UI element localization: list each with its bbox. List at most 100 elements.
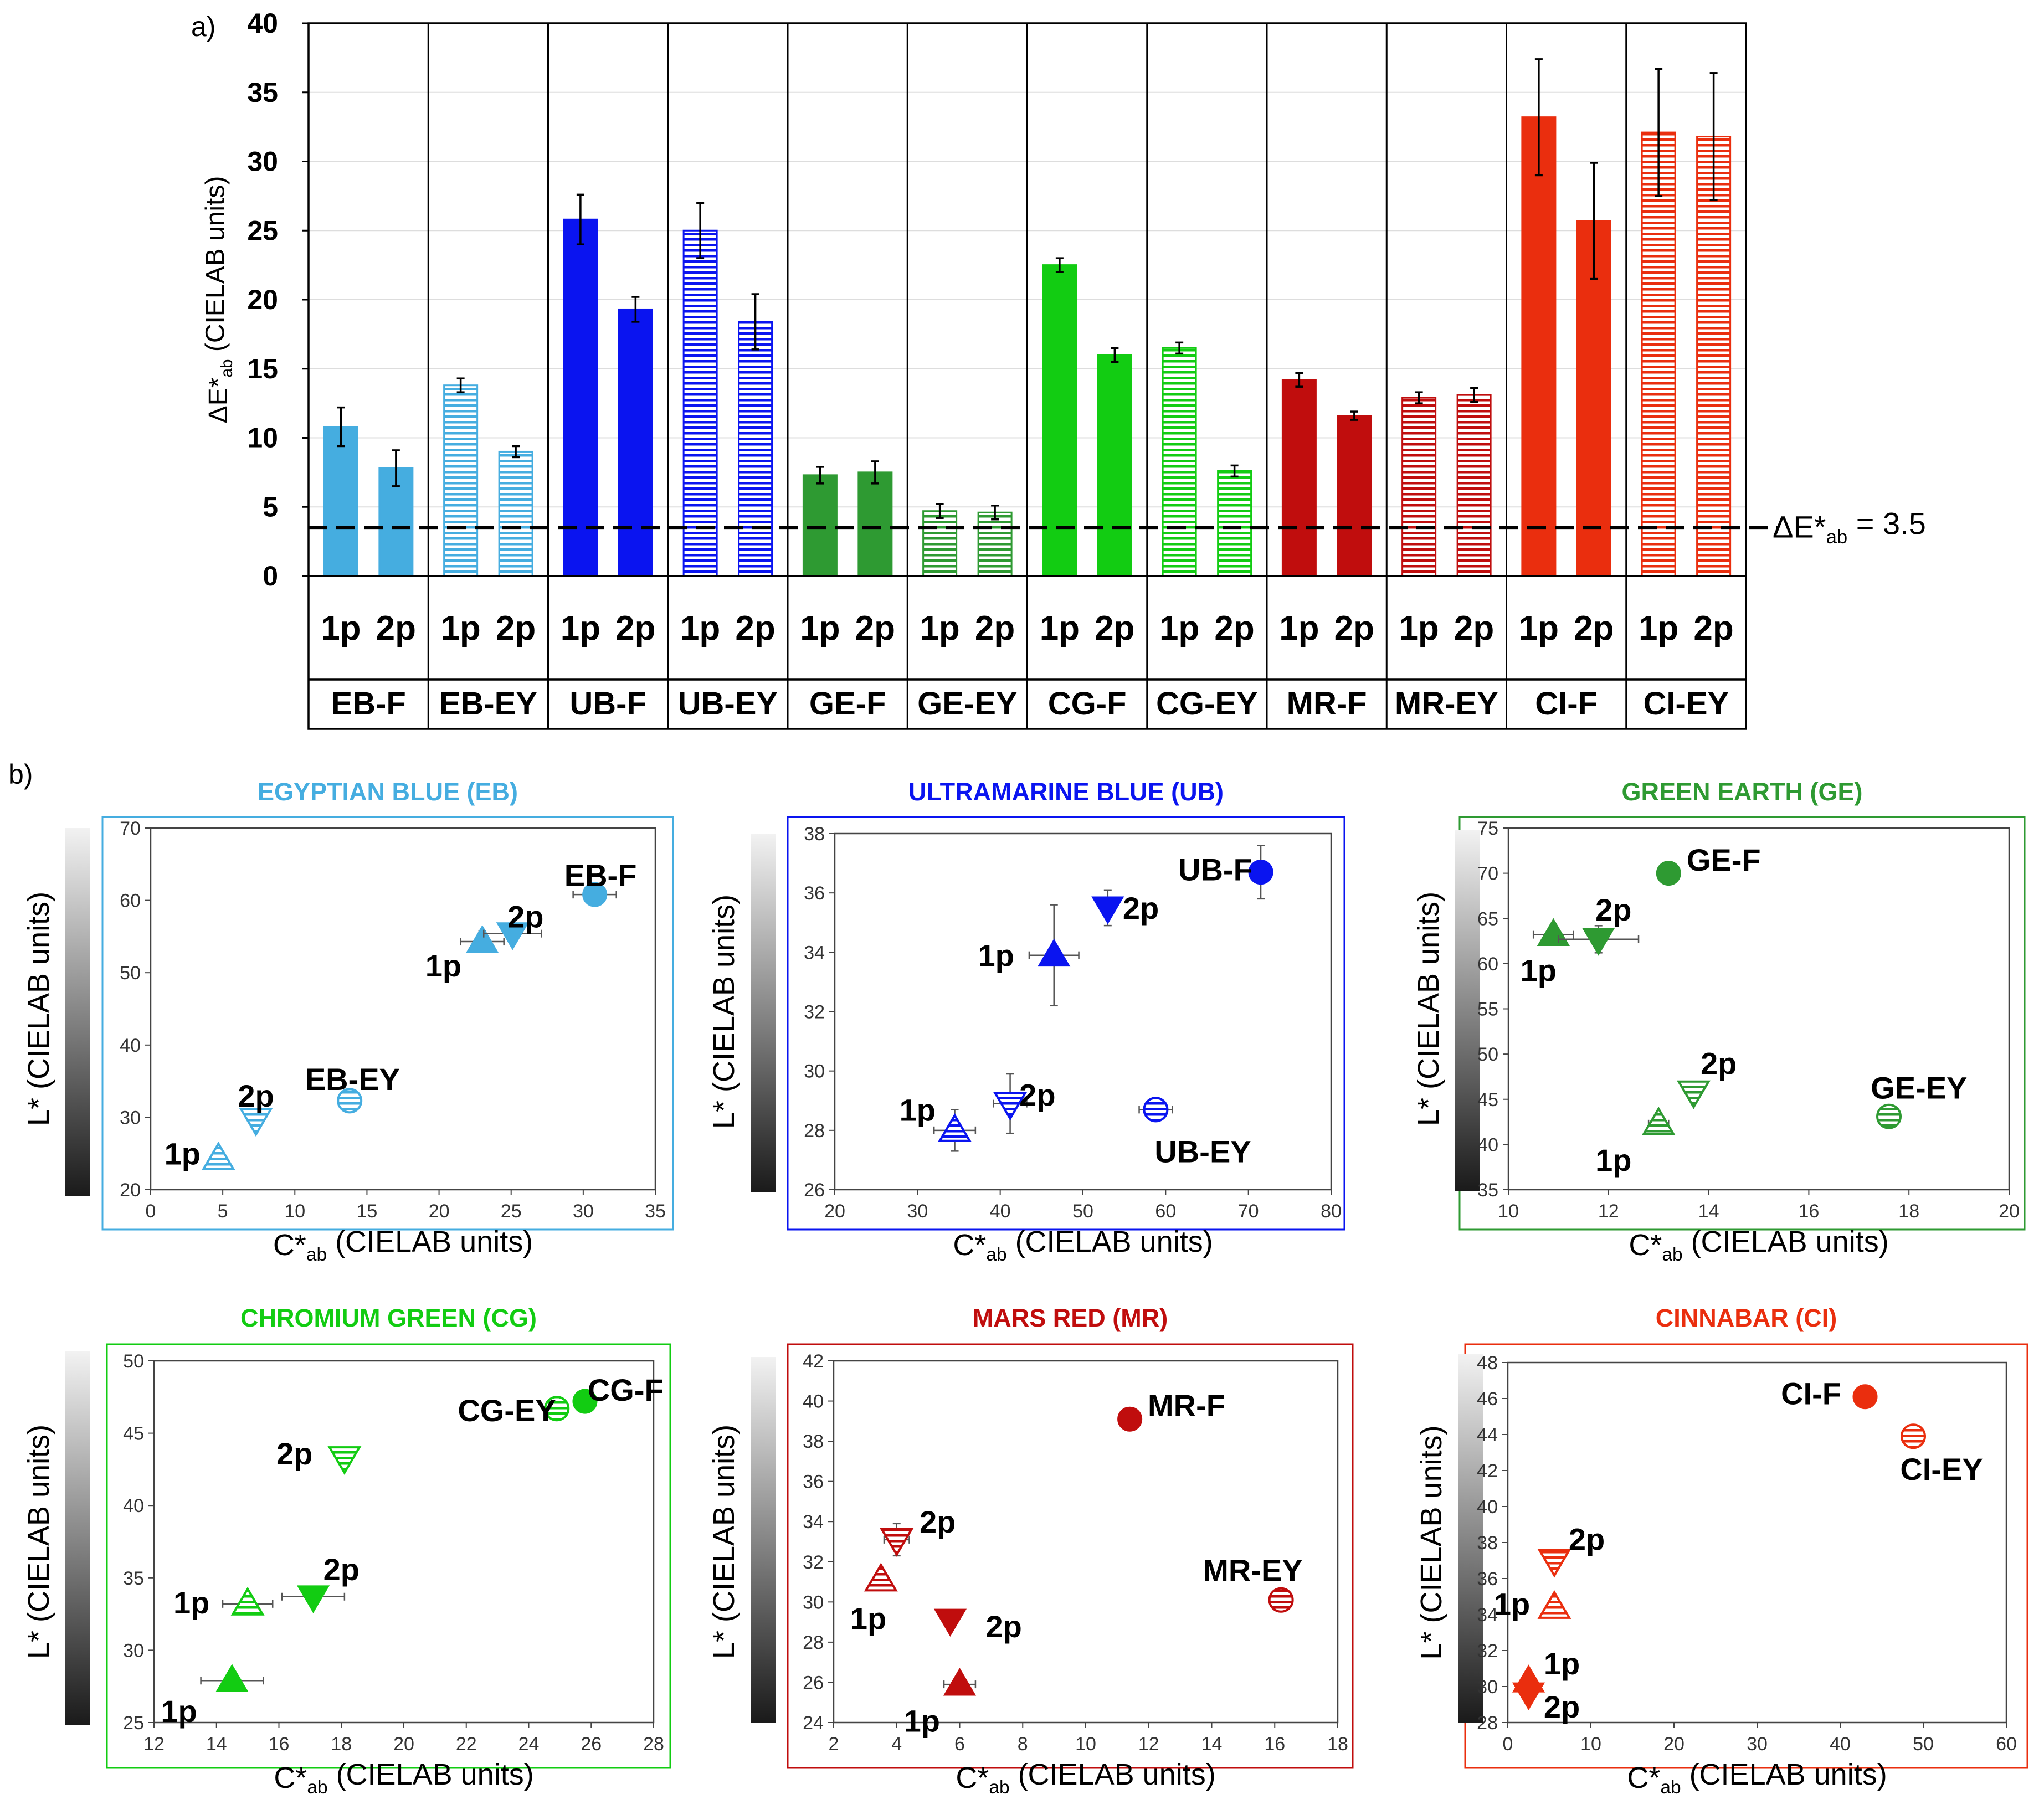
bar (1576, 220, 1611, 577)
x-axis-label: C*ab (CIELAB units) (274, 1758, 533, 1798)
panel-title: GREEN EARTH (GE) (1621, 778, 1862, 806)
y-tick-label: 34 (804, 942, 825, 963)
y-tick-label: 35 (1477, 1180, 1498, 1201)
scatter-point (1641, 1106, 1676, 1135)
y-tick-label: 32 (803, 1552, 824, 1573)
point-annotation: 1p (1494, 1587, 1530, 1622)
bar-label: 2p (615, 609, 655, 647)
scatter-point (1117, 1406, 1143, 1432)
x-tick-label: 18 (1898, 1201, 1919, 1222)
scatter-panel: CINNABAR (CI) 0 10 20 30 40 50 60 28 30 32 34 36 38 40… (1415, 1304, 2028, 1798)
scatter-point (1143, 1097, 1169, 1123)
x-axis-label: C*ab (CIELAB units) (273, 1225, 533, 1265)
scatter-point (1512, 1682, 1545, 1710)
point-annotation: UB-EY (1154, 1134, 1251, 1169)
y-tick-label: 28 (803, 1632, 824, 1653)
bar-label: 1p (920, 609, 959, 647)
bar-label: 2p (1095, 609, 1134, 647)
bar-label: 2p (855, 609, 895, 647)
group-label: GE-EY (917, 686, 1018, 722)
y-tick-label: 34 (803, 1511, 824, 1533)
lightness-gradient (65, 828, 90, 1196)
x-tick-label: 26 (581, 1734, 602, 1755)
y-tick-label: 50 (1477, 1044, 1498, 1065)
bar (1641, 131, 1676, 577)
scatter-panel: CHROMIUM GREEN (CG) 12 14 16 18 20 22 24 26 28 25 3… (22, 1304, 671, 1798)
x-tick-label: 0 (146, 1201, 156, 1222)
point-annotation: 1p (978, 938, 1014, 973)
scatter-panel: GREEN EARTH (GE) 10 12 14 16 18 20 35 40 45 50 55 60… (1412, 778, 2026, 1265)
x-tick-label: 8 (1018, 1734, 1028, 1755)
bar-label: 1p (561, 609, 600, 647)
group-label: CI-EY (1644, 686, 1729, 722)
panel-label-b: b) (8, 759, 33, 790)
point-annotation: CI-EY (1900, 1452, 1983, 1487)
y-tick-label: 75 (1477, 818, 1498, 839)
scatter-point (1876, 1103, 1902, 1129)
plot-area (833, 1360, 1339, 1724)
point-annotation: GE-EY (1871, 1071, 1967, 1106)
scatter-point (1268, 1587, 1294, 1613)
bar-label: 1p (440, 609, 480, 647)
x-tick-label: 10 (1580, 1734, 1601, 1755)
group-label: EB-F (331, 686, 405, 722)
bar (498, 450, 533, 577)
x-tick-label: 10 (1075, 1734, 1096, 1755)
y-tick-label: 46 (1477, 1389, 1498, 1410)
bar (1042, 264, 1077, 577)
point-annotation: 2p (1544, 1689, 1580, 1724)
y-tick-label: 36 (804, 883, 825, 904)
group-label: MR-EY (1395, 686, 1498, 722)
y-tick-label: 15 (247, 353, 278, 384)
scatter-point (993, 1092, 1028, 1121)
point-annotation: 1p (425, 948, 461, 983)
x-tick-label: 40 (990, 1201, 1011, 1222)
x-tick-label: 30 (1747, 1734, 1768, 1755)
bar-label: 1p (800, 609, 840, 647)
bar (1521, 116, 1557, 577)
x-tick-label: 20 (1663, 1734, 1684, 1755)
panel-frame (787, 1343, 1354, 1769)
x-tick-label: 4 (891, 1734, 902, 1755)
scatter-point (1656, 861, 1681, 886)
y-tick-label: 30 (247, 146, 278, 177)
bar (738, 321, 773, 577)
point-annotation: 2p (985, 1609, 1021, 1644)
bar-label: 2p (1214, 609, 1254, 647)
y-axis-label: L* (CIELAB units) (707, 1425, 741, 1659)
x-tick-label: 50 (1072, 1201, 1093, 1222)
y-tick-label: 45 (1477, 1089, 1498, 1110)
x-tick-label: 70 (1238, 1201, 1259, 1222)
lightness-gradient (1458, 1354, 1483, 1723)
x-tick-label: 20 (1999, 1201, 2020, 1222)
x-tick-label: 14 (1698, 1201, 1719, 1222)
y-tick-label: 32 (1477, 1641, 1498, 1662)
point-annotation: 1p (900, 1092, 936, 1127)
y-tick-label: 42 (803, 1351, 824, 1372)
y-tick-label: 35 (247, 77, 278, 108)
y-tick-label: 24 (803, 1713, 824, 1734)
point-annotation: 2p (1019, 1078, 1055, 1113)
x-tick-label: 28 (643, 1734, 664, 1755)
x-tick-label: 16 (269, 1734, 290, 1755)
scatter-point (215, 1664, 249, 1692)
scatter-point (582, 882, 608, 907)
x-tick-label: 12 (1138, 1734, 1159, 1755)
point-annotation: 2p (1123, 891, 1159, 926)
x-tick-label: 18 (1327, 1734, 1348, 1755)
scatter-point (337, 1088, 363, 1114)
group-label: CG-F (1048, 686, 1127, 722)
point-annotation: CG-F (588, 1372, 664, 1407)
x-tick-label: 2 (829, 1734, 839, 1755)
point-annotation: 1p (1595, 1143, 1631, 1178)
y-tick-label: 45 (123, 1423, 144, 1444)
y-tick-label: 28 (804, 1120, 825, 1142)
group-label: CG-EY (1156, 686, 1258, 722)
x-tick-label: 40 (1830, 1734, 1851, 1755)
bar (1162, 347, 1197, 577)
y-tick-label: 38 (803, 1431, 824, 1452)
scatter-point (1038, 938, 1071, 967)
bar (618, 308, 653, 577)
point-annotation: 1p (1544, 1646, 1580, 1681)
point-annotation: MR-EY (1203, 1552, 1302, 1587)
